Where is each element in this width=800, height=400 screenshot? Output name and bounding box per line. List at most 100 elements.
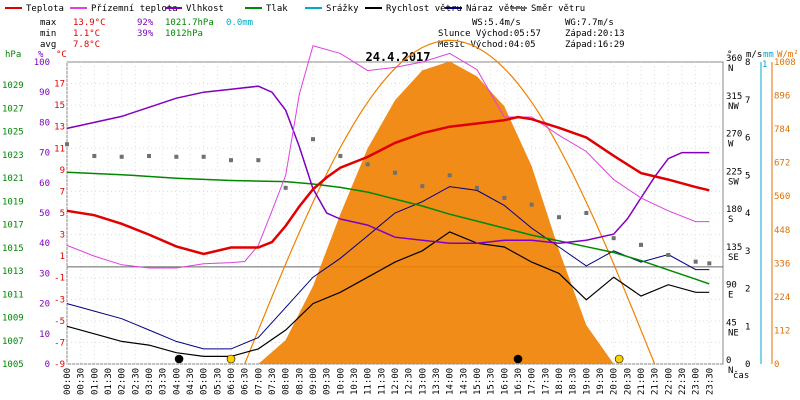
- wm-tick-label: 0: [774, 360, 779, 370]
- deg-direction-label: W: [728, 140, 734, 150]
- time-tick-label: 03:30: [159, 368, 169, 395]
- wind-direction-point: [338, 153, 343, 158]
- stat-temp-avg: 7.8°C: [73, 40, 100, 50]
- wind-direction-point: [365, 162, 370, 167]
- wm-tick-label: 1008: [774, 58, 796, 68]
- wind-direction-point: [639, 242, 643, 247]
- wm-tick-label: 896: [774, 92, 790, 102]
- stat-sun-set: Západ:20:13: [565, 29, 625, 39]
- time-tick-label: 17:30: [541, 368, 551, 395]
- time-tick-label: 00:00: [63, 368, 73, 395]
- wind-direction-point: [707, 261, 712, 266]
- deg-tick-label: 225: [726, 167, 742, 177]
- hpa-tick-label: 1023: [2, 151, 24, 161]
- c-tick-label: -1: [54, 274, 65, 284]
- deg-direction-label: SW: [728, 177, 739, 187]
- c-tick-label: 1: [60, 252, 65, 262]
- sun-moon-marker: [513, 354, 523, 364]
- c-tick-label: -7: [54, 338, 65, 348]
- axis-title-pct: %: [38, 50, 44, 60]
- deg-direction-label: N: [728, 366, 733, 376]
- time-tick-label: 12:00: [391, 368, 401, 395]
- wind-direction-point: [119, 154, 124, 159]
- time-tick-label: 18:30: [569, 368, 579, 395]
- stat-wind-gust: WG:7.7m/s: [565, 18, 614, 28]
- wm-tick-label: 448: [774, 226, 790, 236]
- hpa-tick-label: 1015: [2, 244, 24, 254]
- hpa-tick-label: 1009: [2, 314, 24, 324]
- time-tick-label: 15:30: [487, 368, 497, 395]
- c-tick-label: 5: [60, 209, 65, 219]
- time-tick-label: 23:30: [705, 368, 715, 395]
- legend-label: Srážky: [326, 4, 359, 14]
- time-tick-label: 21:00: [637, 368, 647, 395]
- axis-title-time: čas: [733, 370, 749, 381]
- wind-direction-point: [502, 195, 507, 200]
- time-tick-label: 15:00: [473, 368, 483, 395]
- time-tick-label: 06:30: [241, 368, 251, 395]
- time-tick-label: 09:00: [309, 368, 319, 395]
- time-tick-label: 08:00: [282, 368, 292, 395]
- wind-direction-point: [447, 173, 452, 178]
- time-tick-label: 05:30: [213, 368, 223, 395]
- deg-tick-label: 315: [726, 92, 742, 102]
- series-temperature: [66, 115, 710, 256]
- stat-moon: Měsíc Východ:04:05: [438, 40, 536, 50]
- wind-direction-point: [420, 184, 425, 189]
- deg-tick-label: 45: [726, 318, 737, 328]
- hpa-tick-label: 1005: [2, 360, 24, 370]
- time-tick-label: 22:00: [664, 368, 674, 395]
- ms-tick-label: 1: [745, 322, 750, 332]
- time-tick-label: 10:00: [336, 368, 346, 395]
- hpa-tick-label: 1011: [2, 290, 24, 300]
- time-tick-label: 04:00: [172, 368, 182, 395]
- hpa-tick-label: 1025: [2, 128, 24, 138]
- series-pressure: [66, 171, 710, 285]
- legend-label: Přízemní teplota: [91, 4, 178, 14]
- deg-tick-label: 135: [726, 243, 742, 253]
- stat-rain-total: 0.0mm: [226, 18, 253, 28]
- c-tick-label: 11: [54, 144, 65, 154]
- pct-tick-label: 10: [39, 330, 50, 340]
- chart-title: 24.4.2017: [365, 50, 430, 64]
- c-tick-label: -9: [54, 360, 65, 370]
- ms-tick-label: 6: [745, 134, 750, 144]
- wind-direction-point: [666, 252, 671, 257]
- stat-temp-max: 13.9°C: [73, 18, 106, 28]
- time-tick-label: 13:30: [432, 368, 442, 395]
- wm-tick-label: 560: [774, 192, 790, 202]
- wm-tick-label: 784: [774, 125, 790, 135]
- legend-label: Vlhkost: [186, 4, 224, 14]
- wind-direction-point: [693, 259, 698, 264]
- stat-temp-min: 1.1°C: [73, 29, 100, 39]
- axis-ticks: 1005100710091011101310151017101910211023…: [2, 54, 796, 395]
- legend-label: Rychlost větru: [386, 4, 462, 14]
- axis-title-hpa: hPa: [5, 50, 21, 60]
- pct-tick-label: 30: [39, 269, 50, 279]
- pct-tick-label: 90: [39, 88, 50, 98]
- time-tick-label: 14:00: [446, 368, 456, 395]
- time-tick-label: 16:30: [514, 368, 524, 395]
- legend-label: Tlak: [266, 4, 288, 14]
- stat-avg-label: avg: [40, 40, 56, 50]
- c-tick-label: 3: [60, 231, 65, 241]
- axis-title-c: °C: [56, 50, 67, 60]
- time-tick-label: 11:30: [377, 368, 387, 395]
- time-tick-label: 06:00: [227, 368, 237, 395]
- legend-label: Teplota: [26, 4, 64, 14]
- legend: Teplota Přízemní teplota Vlhkost Tlak Srážky…: [5, 4, 585, 14]
- time-tick-label: 03:00: [145, 368, 155, 395]
- legend-label: Směr větru: [531, 4, 585, 14]
- stat-hum-max: 92%: [137, 18, 154, 28]
- stat-max-label: max: [40, 18, 57, 28]
- series-ground-temp: [66, 45, 710, 269]
- deg-direction-label: S: [728, 215, 733, 225]
- stat-sun: Slunce Východ:05:57: [438, 29, 541, 39]
- ms-tick-label: 7: [745, 96, 750, 106]
- axis-title-mm: mm: [763, 50, 774, 60]
- deg-tick-label: 270: [726, 130, 742, 140]
- deg-direction-label: SE: [728, 253, 739, 263]
- wind-direction-point: [92, 153, 97, 158]
- time-tick-label: 00:30: [77, 368, 87, 395]
